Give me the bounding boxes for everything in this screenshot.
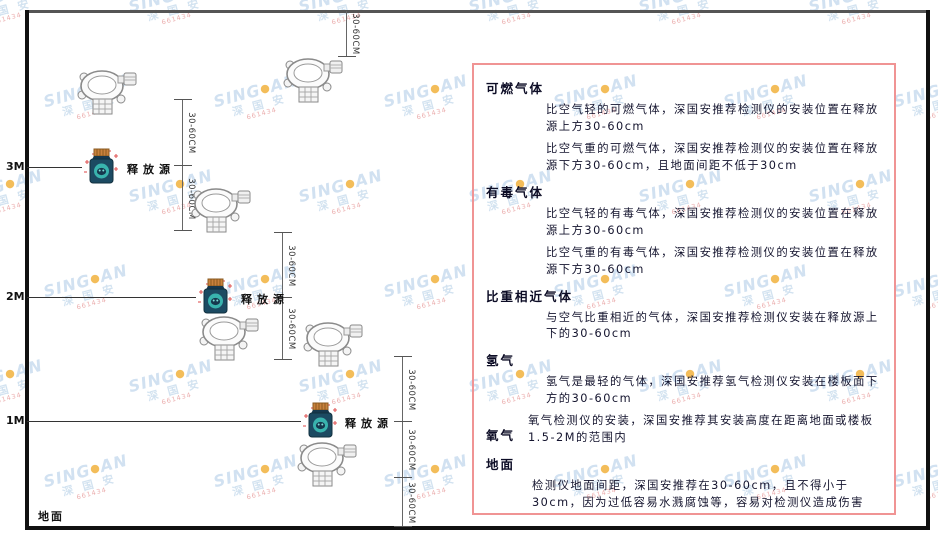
section-paragraph: 氢气是最轻的气体，深国安推荐氢气检测仪安装在楼板面下方的30-60cm [546,375,879,406]
dimension-below-3m: 30-60CM [174,165,196,231]
detector-svg [77,70,137,115]
section-paragraph: 比空气轻的有毒气体，深国安推荐检测仪的安装位置在释放源上方30-60cm [546,206,879,237]
detector-svg [283,58,343,103]
dimension-label: 30-60CM [406,481,416,524]
release-source-svg [84,148,118,184]
section-oxygen: 氧气 氧气检测仪的安装，深国安推荐其安装高度在距离地面或楼板1.5-2M的范围内 [486,413,882,447]
section-paragraph: 氧气检测仪的安装，深国安推荐其安装高度在距离地面或楼板1.5-2M的范围内 [528,414,874,445]
release-source-label: 释放源 [127,163,175,176]
gas-detector-icon [294,438,358,488]
dimension-label: 30-60CM [186,177,196,220]
dimension-below-2m: 30-60CM [274,297,296,360]
right-wall-line [926,10,930,530]
section-toxic-gas: 有毒气体 比空气轻的有毒气体，深国安推荐检测仪的安装位置在释放源上方30-60c… [486,182,882,279]
release-source-icon [195,277,235,317]
level-line-1m [27,421,301,422]
release-source-svg [303,402,337,438]
release-source-label: 释放源 [241,293,289,306]
section-heading: 可燃气体 [486,81,545,96]
dimension-ceiling: 30-60CM [338,10,360,57]
dimension-above-3m: 30-60CM [174,99,196,166]
dimension-above-1m: 30-60CM [394,356,416,422]
level-line-2m [27,297,196,298]
section-heading: 有毒气体 [486,184,545,200]
release-source-svg [198,278,232,314]
detector-svg [297,442,357,487]
gas-detector-icon [280,54,344,104]
section-heading: 地面 [486,457,516,473]
dimension-label: 30-60CM [350,13,360,55]
section-paragraph: 比空气轻的可燃气体，深国安推荐检测仪的安装位置在释放源上方30-60cm [546,103,879,133]
detector-svg [199,316,259,361]
section-paragraph: 与空气比重相近的气体，深国安推荐检测仪安装在释放源上下的30-60cm [546,310,879,341]
floor-line [27,526,930,530]
dimension-label: 30-60CM [186,112,196,154]
dimension-label: 30-60CM [406,429,416,471]
level-label-1m: 1M [6,414,25,427]
section-heading: 比重相近气体 [486,288,574,304]
level-line-3m [27,167,82,168]
dimension-ground-clearance: 30-60CM [394,477,416,527]
ceiling-line [27,10,930,13]
section-flammable-gas: 可燃气体 比空气轻的可燃气体，深国安推荐检测仪的安装位置在释放源上方30-60c… [486,78,882,175]
left-wall-line [25,10,29,530]
release-source-icon [300,401,340,441]
section-paragraph: 比空气重的可燃气体，深国安推荐检测仪的安装位置在释放源下方30-60cm，且地面… [546,141,879,172]
gas-detector-icon [188,184,252,234]
detector-svg [303,322,363,367]
dimension-below-1m: 30-60CM [394,421,416,478]
gas-detector-icon [196,312,260,362]
level-label-3m: 3M [6,160,25,173]
ground-label: 地面 [38,510,64,523]
gas-detector-icon [300,318,364,368]
section-heading: 氧气 [486,428,516,444]
section-paragraph: 比空气重的有毒气体，深国安推荐检测仪的安装位置在释放源下方30-60cm [546,245,879,276]
section-hydrogen: 氢气 氢气是最轻的气体，深国安推荐氢气检测仪安装在楼板面下方的30-60cm [486,350,882,408]
dimension-label: 30-60CM [286,308,296,350]
section-ground: 地面 检测仪地面间距，深国安推荐在30-60cm，且不得小于30cm，因为过低容… [486,454,882,512]
dimension-above-2m: 30-60CM [274,232,296,298]
dimension-label: 30-60CM [286,244,296,287]
section-heading: 氢气 [486,353,516,369]
release-source-icon [81,147,121,187]
section-paragraph: 检测仪地面间距，深国安推荐在30-60cm，且不得小于30cm，因为过低容易水溅… [532,479,864,510]
dimension-label: 30-60CM [406,368,416,411]
release-source-label: 释放源 [345,417,393,430]
detector-svg [191,188,251,233]
installation-guide-panel: 可燃气体 比空气轻的可燃气体，深国安推荐检测仪的安装位置在释放源上方30-60c… [472,63,896,515]
gas-detector-icon [74,66,138,116]
level-label-2m: 2M [6,290,25,303]
section-similar-density-gas: 比重相近气体 与空气比重相近的气体，深国安推荐检测仪安装在释放源上下的30-60… [486,286,882,344]
